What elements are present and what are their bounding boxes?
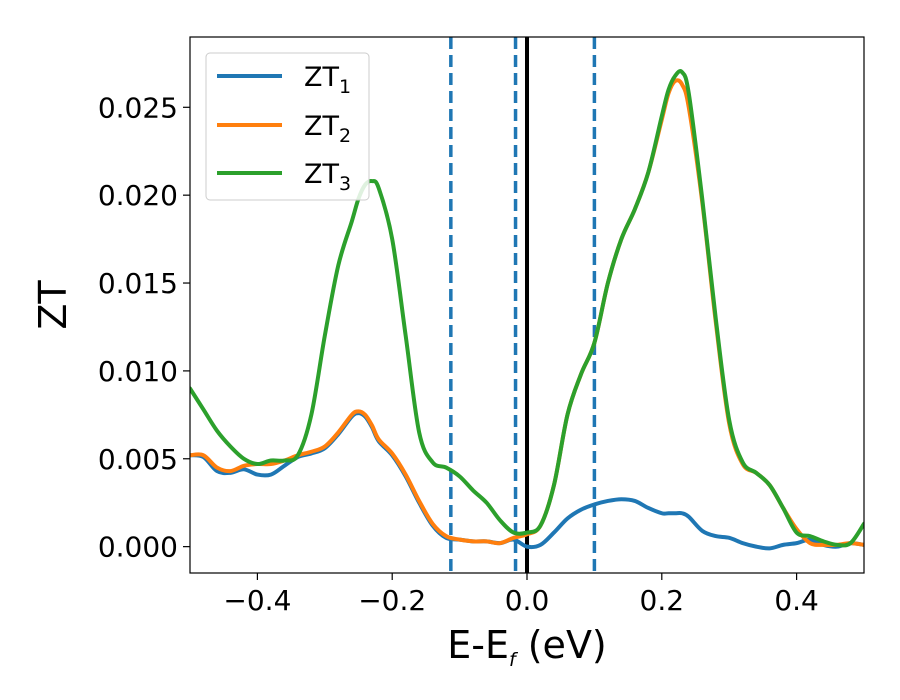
y-tick-label: 0.020: [98, 179, 178, 212]
legend-box: [205, 52, 370, 201]
x-tick-label: −0.2: [358, 584, 426, 617]
series-line-zt3: [190, 69, 864, 548]
series-lines: [190, 69, 864, 551]
vertical-reference-lines: [449, 37, 597, 573]
x-axis-ticks: −0.4 −0.2 0.0 0.2 0.4: [223, 573, 819, 617]
x-tick-label: 0.0: [505, 584, 550, 617]
legend-entry-zt2: ZT2: [217, 111, 351, 147]
legend-label-zt3: ZT3: [304, 159, 351, 195]
legend: ZT1 ZT2 ZT3: [205, 52, 370, 201]
y-tick-label: 0.005: [98, 443, 178, 476]
y-tick-label: 0.015: [98, 267, 178, 300]
x-tick-label: −0.4: [223, 584, 291, 617]
legend-label-zt2: ZT2: [304, 111, 351, 147]
y-tick-label: 0.000: [98, 531, 178, 564]
legend-entry-zt1: ZT1: [217, 62, 351, 98]
x-tick-label: 0.4: [774, 584, 819, 617]
x-tick-label: 0.2: [640, 584, 685, 617]
legend-label-zt1: ZT1: [304, 62, 351, 98]
y-tick-label: 0.010: [98, 355, 178, 388]
x-axis-label: E-Ef (eV): [447, 623, 607, 671]
y-axis-ticks: 0.000 0.005 0.010 0.015 0.020 0.025: [98, 91, 190, 564]
legend-entry-zt3: ZT3: [217, 159, 351, 195]
y-axis-label: ZT: [31, 280, 75, 330]
y-tick-label: 0.025: [98, 91, 178, 124]
